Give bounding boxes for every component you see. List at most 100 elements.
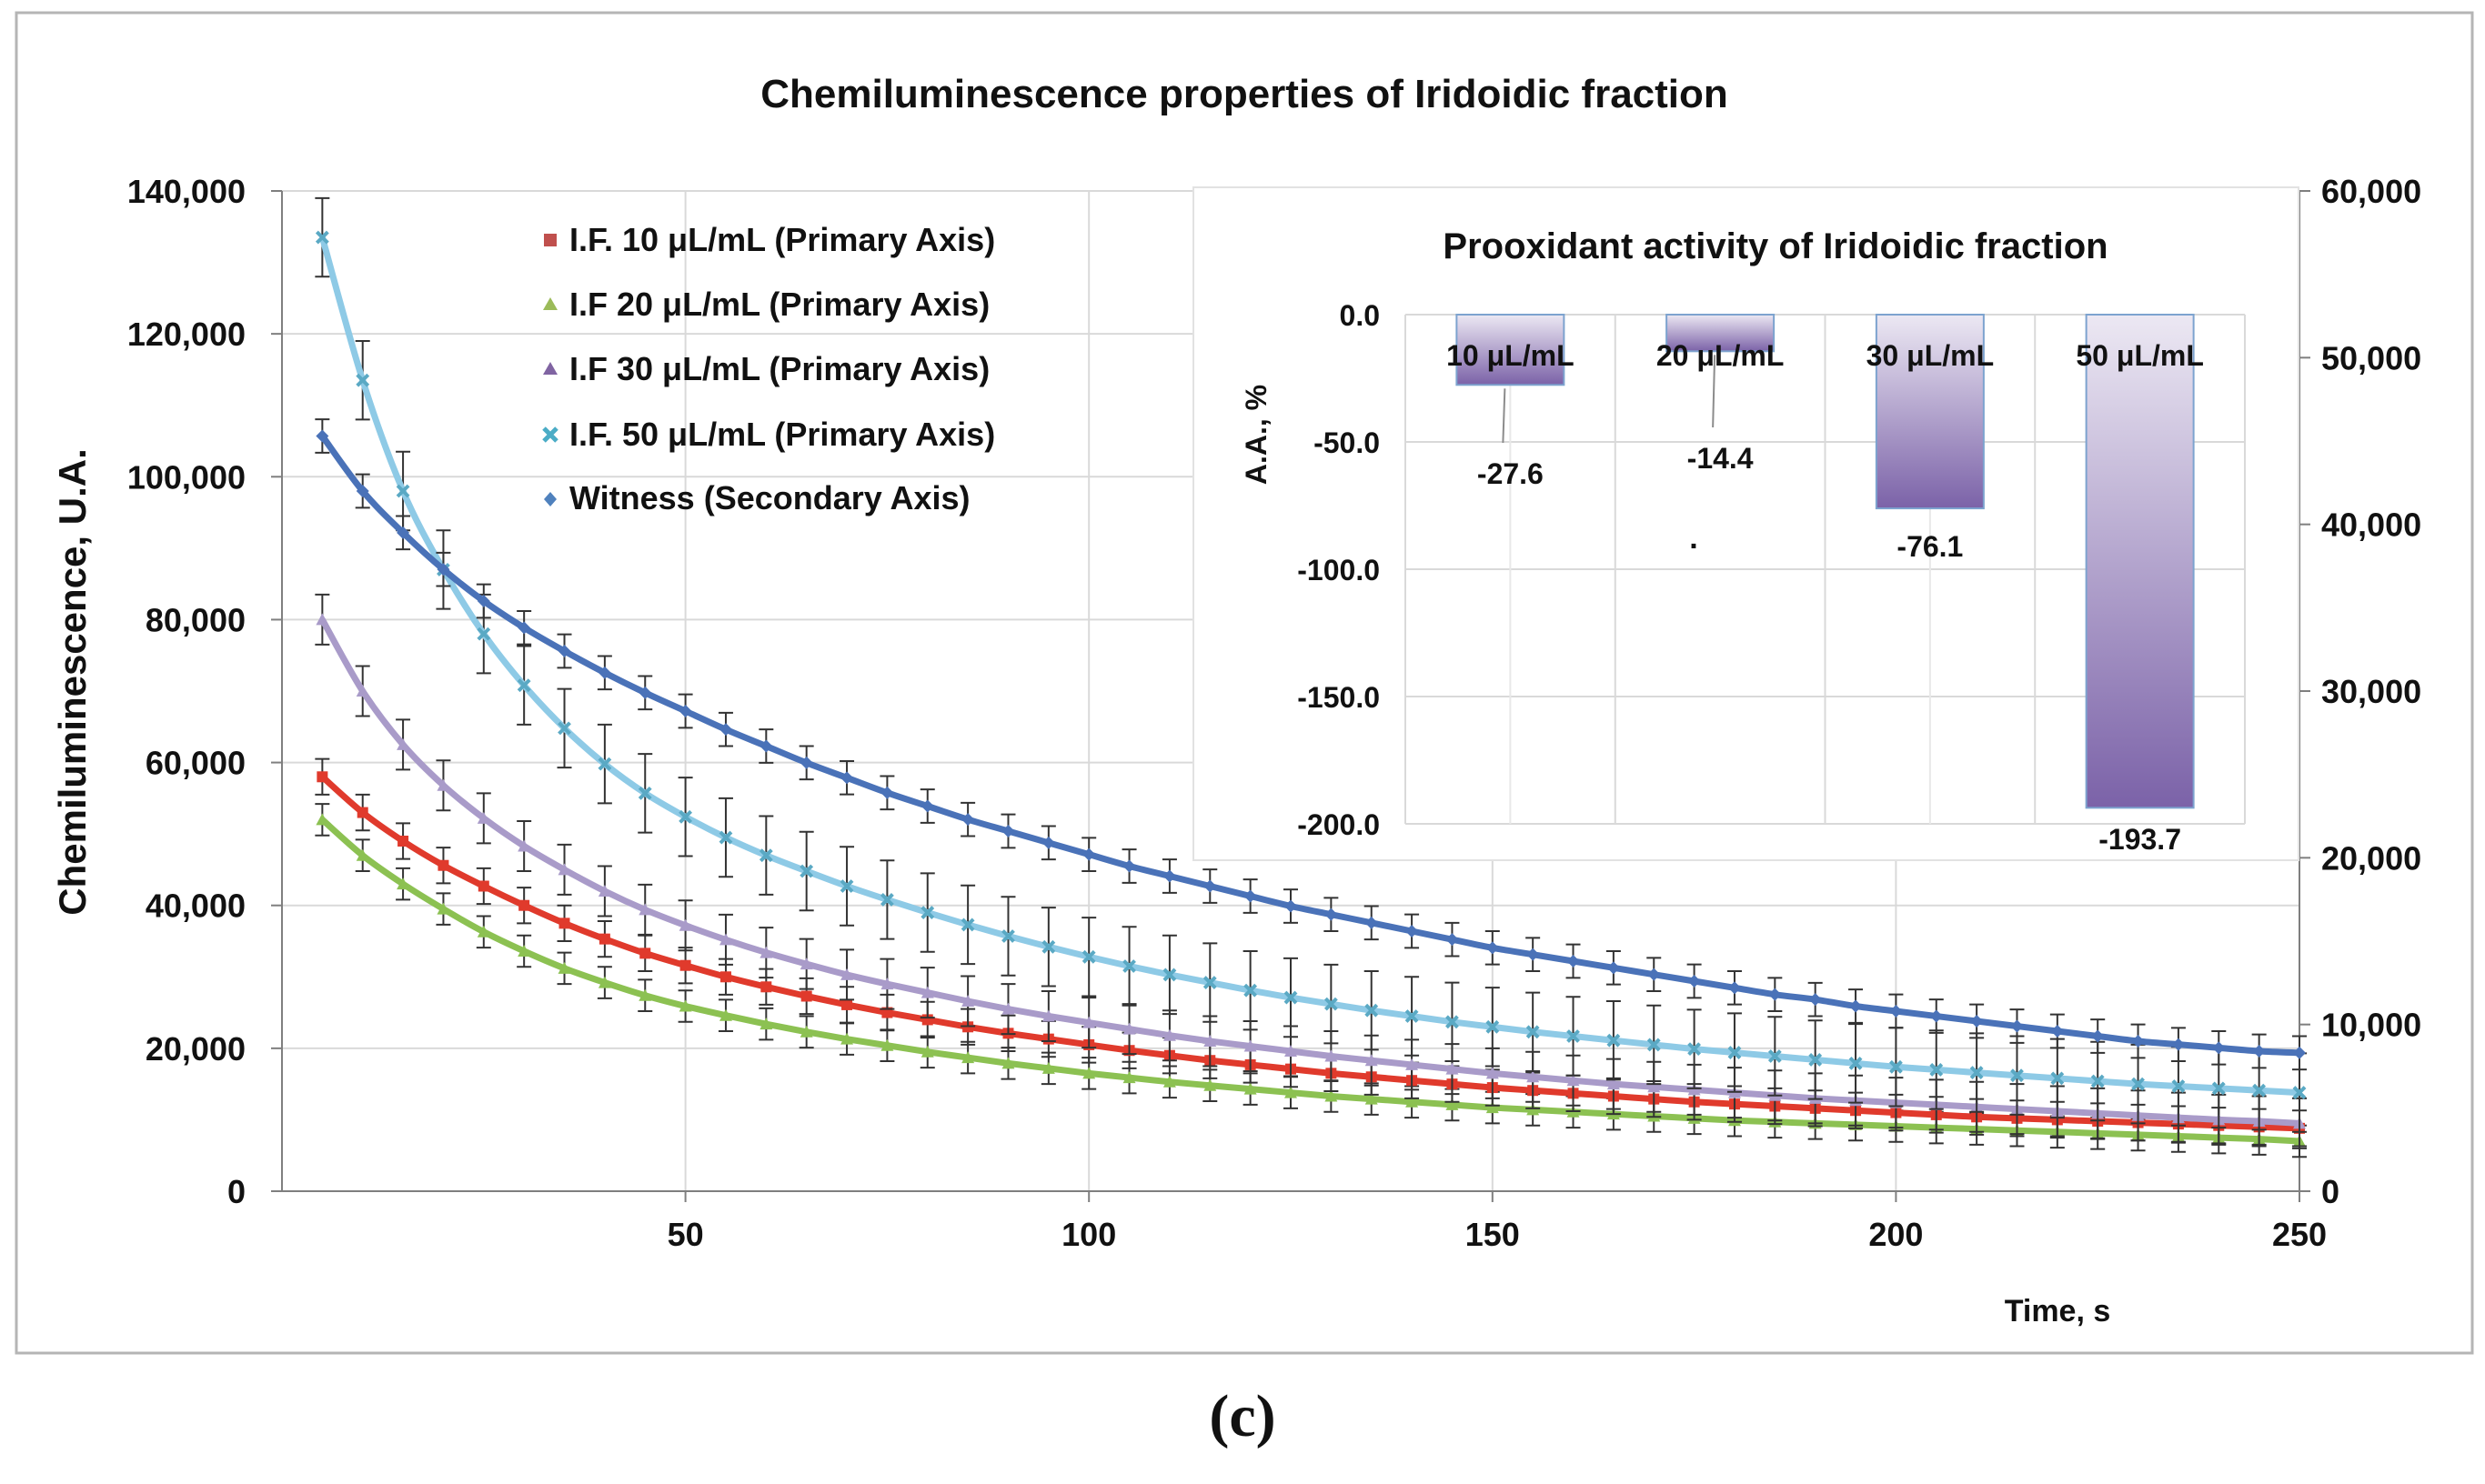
data-point [921,799,934,813]
data-point [397,836,409,847]
data-point [759,848,773,863]
main-series-group [315,196,2307,1158]
data-point [679,918,692,931]
bar-category-label: 50 μL/mL [2076,339,2204,372]
data-point [1041,1009,1055,1022]
data-point [1485,1067,1499,1079]
series-3-group [315,196,2307,1133]
inset-y-axis-label: A.A., % [1240,385,1273,485]
legend-item-if50: I.F. 50 μL/mL (Primary Axis) [542,416,995,453]
y-tick-label: 0 [227,1173,246,1210]
data-point [1687,1083,1701,1096]
data-point [2171,1038,2185,1051]
data-point [2050,1071,2065,1086]
data-point [760,981,772,993]
data-point [2091,1029,2105,1043]
data-point [1001,1057,1015,1069]
data-point [2131,1035,2145,1048]
data-point [719,971,731,983]
data-point [1041,836,1055,849]
data-point [1283,990,1298,1005]
data-point [880,893,894,907]
data-point [1364,1003,1379,1018]
data-point [1849,999,1863,1013]
data-point [880,1038,894,1051]
data-point [518,899,530,911]
inset-chart: Prooxidant activity of Iridoidic fractio… [1192,186,2299,861]
data-point [1001,825,1015,837]
data-point [639,988,652,1001]
data-point [558,917,570,929]
data-point [315,230,329,245]
data-point [397,526,410,539]
bar-data-label: -14.4 [1687,442,1754,475]
inset-y-tick-label: -200.0 [1297,808,1380,841]
data-point [679,999,692,1012]
data-point [1082,847,1096,861]
data-point [316,613,329,626]
y-tick-label: 20,000 [146,1030,246,1068]
inset-y-tick-label: -150.0 [1297,681,1380,714]
data-point [1001,929,1015,943]
data-label-leader [1712,355,1716,428]
bar-category-label: 10 μL/mL [1446,339,1575,372]
data-point [1445,933,1459,947]
bar [1455,314,1565,386]
data-point [356,373,370,387]
legend-marker-if20 [543,297,558,310]
data-point [2252,1083,2267,1098]
data-point [1162,1075,1176,1088]
data-point [961,917,975,932]
data-point [598,976,611,988]
data-point [1727,981,1741,995]
y-tick-label: 100,000 [127,458,246,496]
legend-label-if50: I.F. 50 μL/mL (Primary Axis) [569,416,995,453]
data-point [1243,983,1258,998]
data-point [679,809,693,824]
data-point [1082,1067,1096,1079]
data-point [1162,968,1177,982]
data-point [800,864,814,878]
data-point [356,685,369,697]
y-tick-label: 140,000 [127,173,246,210]
data-point [1929,1009,1943,1023]
data-point [880,978,894,990]
data-point [1929,1063,1944,1077]
data-point [1526,1070,1540,1083]
data-point [921,906,935,919]
legend-item-witness: Witness (Secondary Axis) [544,479,970,516]
data-point [477,925,490,938]
data-point [1041,1061,1055,1074]
data-point [598,885,611,897]
data-point [800,756,813,769]
legend-label-if10: I.F. 10 μL/mL (Primary Axis) [569,221,995,258]
data-point [396,484,410,498]
legend-marker-if10 [544,234,557,246]
data-point [1768,988,1782,1001]
data-point [316,429,329,443]
data-point [2050,1025,2064,1038]
data-point [477,811,490,824]
data-point [840,968,854,980]
data-point [1646,1038,1661,1052]
data-point [558,961,571,974]
data-point [1647,1080,1661,1093]
data-point [437,563,450,577]
data-point [598,666,611,679]
bar [2085,314,2195,809]
y-axis-label: Chemiluminescence, U.A. [51,448,94,916]
data-point [356,485,369,497]
main-chart-title: Chemiluminescence properties of Iridoidi… [760,72,1728,116]
data-point [518,621,531,635]
data-point [1364,916,1378,929]
y-tick-label: 80,000 [146,601,246,638]
data-point [478,880,489,892]
data-point [840,771,854,785]
data-point [639,686,652,699]
x-tick-label: 100 [1061,1216,1116,1253]
y-tick-label: 120,000 [127,316,246,353]
data-point [1404,1009,1419,1023]
data-point [1122,959,1136,973]
data-point [719,1008,732,1021]
data-point [800,1025,813,1038]
